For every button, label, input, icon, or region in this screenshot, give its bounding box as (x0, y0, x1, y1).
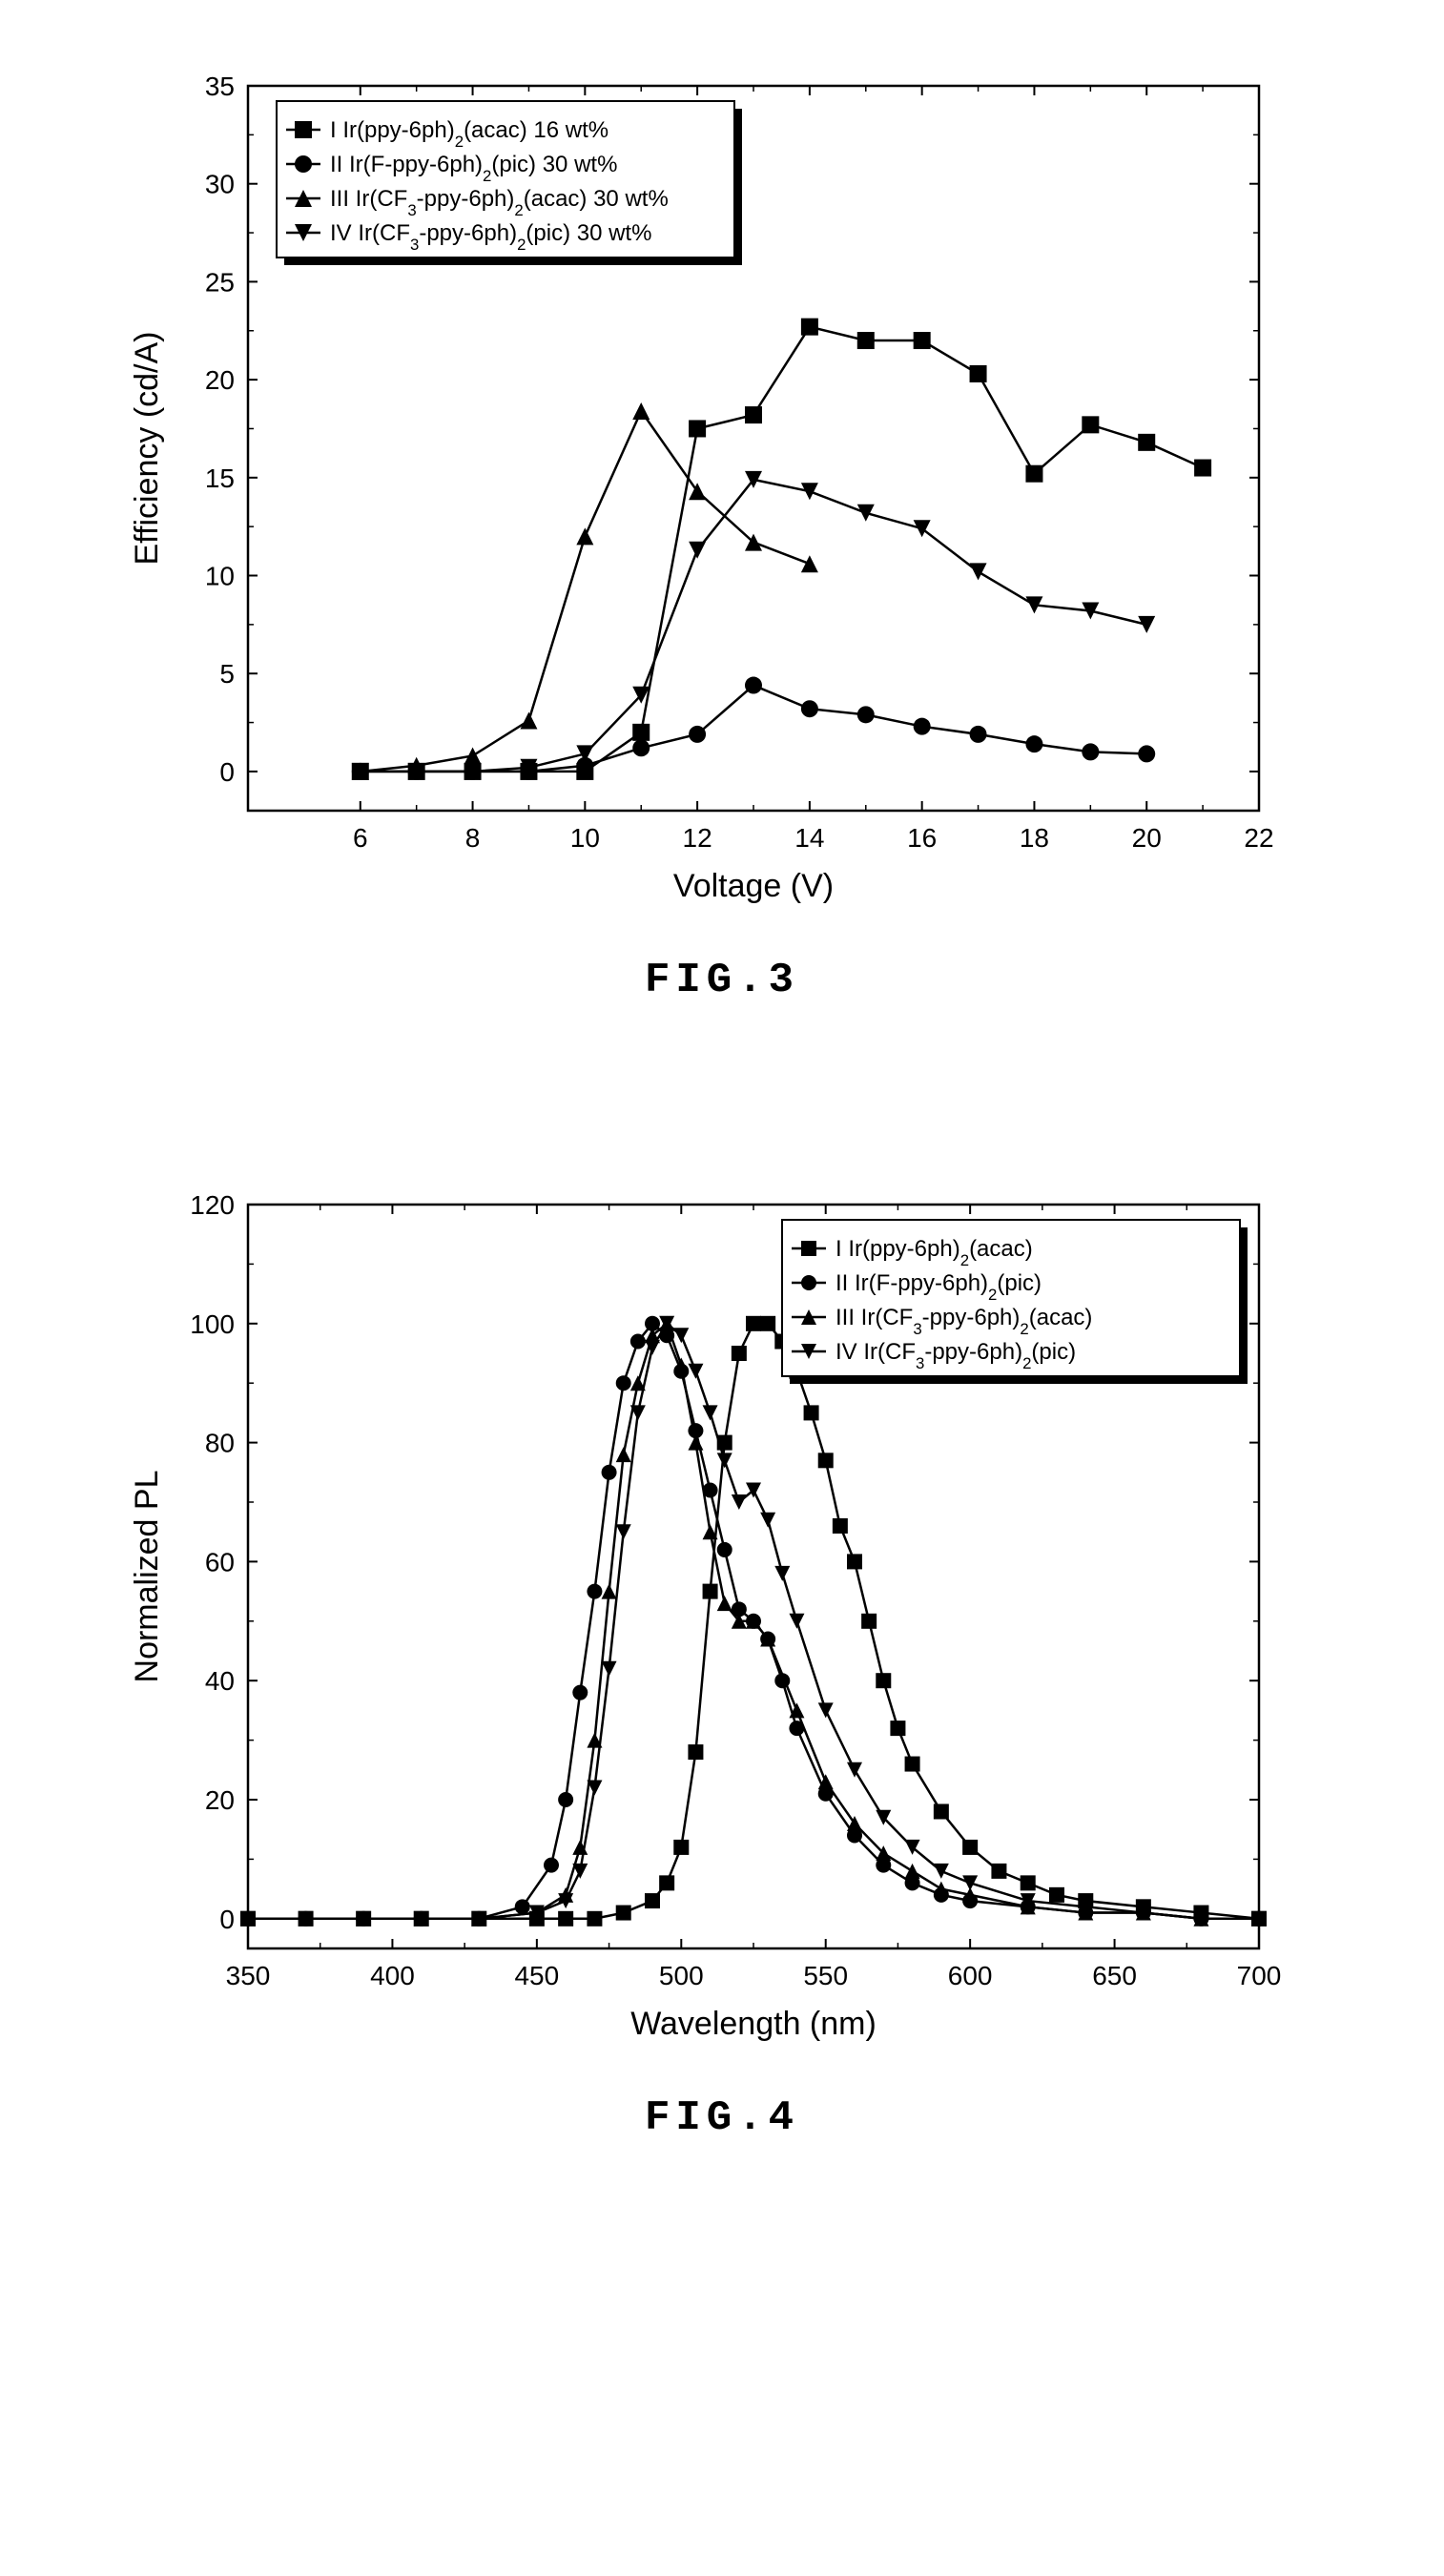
svg-text:80: 80 (205, 1429, 235, 1458)
svg-text:35: 35 (205, 72, 235, 101)
svg-text:550: 550 (803, 1961, 848, 1990)
svg-text:100: 100 (190, 1309, 235, 1339)
svg-text:650: 650 (1092, 1961, 1137, 1990)
svg-text:120: 120 (190, 1190, 235, 1220)
svg-text:22: 22 (1244, 823, 1273, 853)
svg-text:600: 600 (948, 1961, 993, 1990)
svg-text:450: 450 (514, 1961, 559, 1990)
svg-text:20: 20 (205, 1785, 235, 1815)
svg-text:Normalized PL: Normalized PL (129, 1471, 165, 1683)
figure-3-title: FIG.3 (105, 957, 1339, 1004)
svg-text:Wavelength (nm): Wavelength (nm) (630, 2006, 877, 2042)
svg-text:18: 18 (1020, 823, 1049, 853)
svg-text:700: 700 (1237, 1961, 1282, 1990)
svg-text:20: 20 (1132, 823, 1162, 853)
svg-text:40: 40 (205, 1666, 235, 1696)
svg-text:0: 0 (219, 757, 235, 787)
svg-text:12: 12 (683, 823, 712, 853)
svg-text:20: 20 (205, 365, 235, 395)
svg-text:Efficiency (cd/A): Efficiency (cd/A) (129, 331, 165, 565)
svg-text:350: 350 (226, 1961, 271, 1990)
svg-text:6: 6 (353, 823, 368, 853)
svg-text:10: 10 (205, 562, 235, 591)
page: 6 8 10 12 14 16 18 20 22 0 5 10 15 20 25 30 35 Voltage (V… (0, 0, 1444, 2371)
figure-4-chart: 350 400 450 500 550 600 650 700 0 20 40 60 80 100 120 W… (105, 1176, 1339, 2068)
svg-text:400: 400 (370, 1961, 415, 1990)
figure-3-wrap: 6 8 10 12 14 16 18 20 22 0 5 10 15 20 25 30 35 Voltage (V… (105, 57, 1339, 1004)
svg-text:8: 8 (465, 823, 481, 853)
figure-3-chart: 6 8 10 12 14 16 18 20 22 0 5 10 15 20 25 30 35 Voltage (V… (105, 57, 1339, 930)
svg-text:500: 500 (659, 1961, 704, 1990)
svg-text:16: 16 (907, 823, 937, 853)
svg-text:0: 0 (219, 1905, 235, 1934)
svg-text:14: 14 (794, 823, 824, 853)
figure-4-wrap: 350 400 450 500 550 600 650 700 0 20 40 60 80 100 120 W… (105, 1176, 1339, 2142)
svg-text:10: 10 (570, 823, 600, 853)
svg-text:5: 5 (219, 659, 235, 689)
svg-text:Voltage (V): Voltage (V) (673, 868, 834, 904)
svg-text:60: 60 (205, 1547, 235, 1577)
svg-text:15: 15 (205, 464, 235, 493)
svg-text:25: 25 (205, 267, 235, 297)
figure-4-title: FIG.4 (105, 2094, 1339, 2142)
svg-text:30: 30 (205, 170, 235, 199)
